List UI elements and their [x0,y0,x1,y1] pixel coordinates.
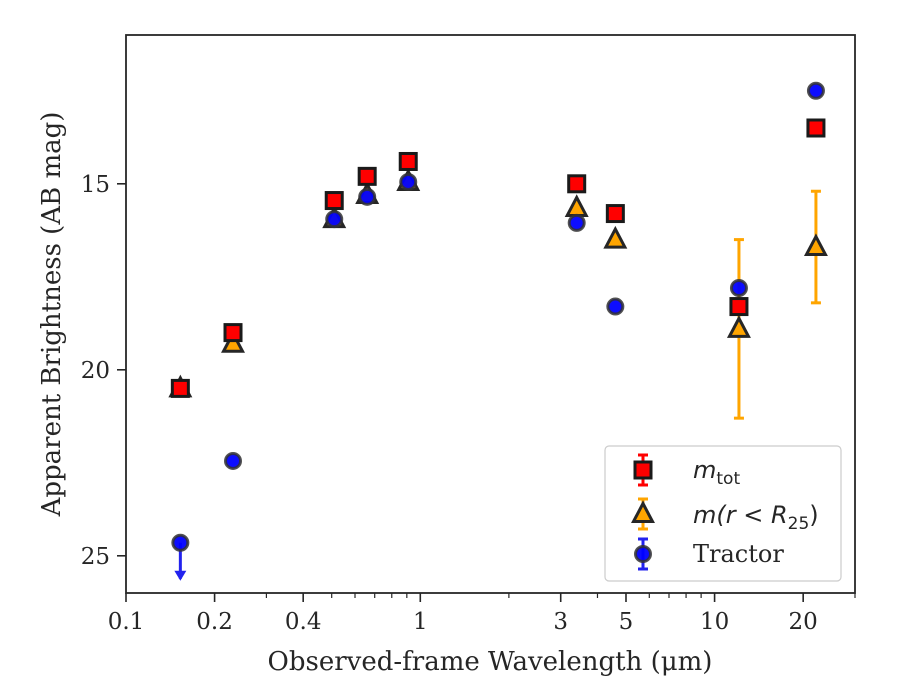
legend-label-mtot: mtot [693,456,740,489]
legend-frame [604,445,842,582]
y-tick-label: 15 [81,172,110,198]
x-tick-label: 20 [789,609,818,635]
mtot-point [170,378,190,398]
x-tick-label: 0.2 [196,609,233,635]
tractor-point [224,451,243,470]
x-axis: 0.1 0.2 0.4 1 3 5 10 20 [108,593,856,635]
mr25-point [803,233,828,257]
mtot-point [324,191,344,211]
mr25-point [726,315,751,338]
y-tick-label: 25 [81,544,110,570]
x-tick-label: 3 [553,609,568,635]
plot-frame [125,34,856,594]
mtot-point [806,118,826,138]
y-axis-label: Apparent Brightness (AB mag) [37,112,67,518]
mtot-point [357,166,377,186]
tractor-point [399,172,418,191]
legend-marker [634,545,652,563]
tractor-point [358,187,377,206]
mtot-point [729,297,749,317]
tractor-point [325,210,344,229]
tractor-point [606,297,625,316]
x-tick-label: 0.1 [108,609,145,635]
mtot-point [223,323,243,343]
y-tick-label: 20 [81,358,110,384]
legend-label-mr25: m(r < R25) [693,501,819,534]
x-tick-label: 0.4 [285,609,322,635]
tractor-point [567,213,586,232]
mtot-point [567,174,587,194]
x-axis-label: Observed-frame Wavelength (μm) [268,647,713,677]
legend-marker [633,460,653,480]
upper-limit-arrow-head [174,570,187,581]
x-tick-label: 10 [700,609,729,635]
x-tick-label: 5 [619,609,634,635]
legend: mtot m(r < R25) Tractor [604,445,842,582]
mtot-point [605,204,625,224]
tractor-point [806,81,825,100]
tractor-point [729,278,748,297]
mr25-point [603,225,628,249]
mr25-point [221,330,245,353]
plot-area [168,81,828,581]
mtot-point [398,151,418,171]
tractor-point [171,533,190,552]
x-tick-label: 1 [413,609,428,635]
legend-label-tractor: Tractor [693,540,784,568]
y-axis: 15 20 25 [81,172,126,570]
legend-marker [631,500,655,523]
